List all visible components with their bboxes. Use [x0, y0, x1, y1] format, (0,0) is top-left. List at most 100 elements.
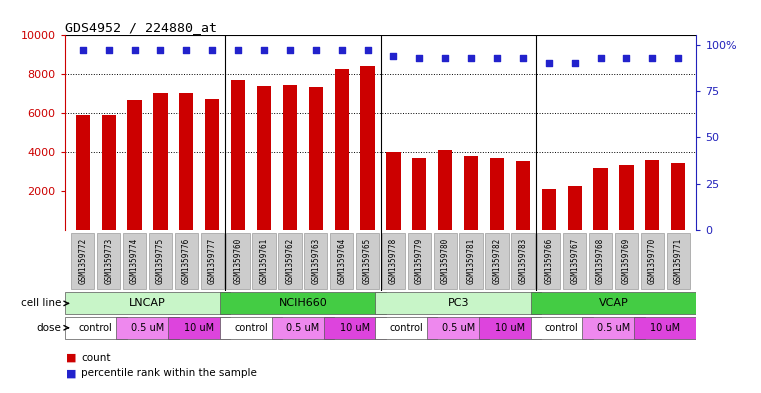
- Bar: [619, 165, 634, 230]
- FancyBboxPatch shape: [220, 317, 282, 339]
- FancyBboxPatch shape: [634, 317, 696, 339]
- FancyBboxPatch shape: [175, 233, 198, 289]
- Text: GSM1359769: GSM1359769: [622, 238, 631, 284]
- Bar: [335, 68, 349, 230]
- FancyBboxPatch shape: [486, 233, 508, 289]
- FancyBboxPatch shape: [530, 292, 696, 314]
- Text: GSM1359768: GSM1359768: [596, 238, 605, 284]
- Bar: [645, 160, 660, 230]
- Text: 0.5 uM: 0.5 uM: [286, 323, 320, 333]
- Text: VCAP: VCAP: [599, 298, 629, 309]
- FancyBboxPatch shape: [323, 317, 386, 339]
- Point: [517, 55, 529, 61]
- Text: GSM1359764: GSM1359764: [337, 238, 346, 284]
- Bar: [361, 66, 374, 230]
- Point: [129, 47, 141, 53]
- Text: GSM1359780: GSM1359780: [441, 238, 450, 284]
- FancyBboxPatch shape: [511, 233, 534, 289]
- Bar: [283, 85, 297, 230]
- Text: NCIH660: NCIH660: [279, 298, 327, 309]
- FancyBboxPatch shape: [330, 233, 353, 289]
- Text: 10 uM: 10 uM: [184, 323, 215, 333]
- FancyBboxPatch shape: [382, 233, 405, 289]
- Text: GSM1359775: GSM1359775: [156, 238, 165, 284]
- Text: 10 uM: 10 uM: [650, 323, 680, 333]
- FancyBboxPatch shape: [279, 233, 301, 289]
- FancyBboxPatch shape: [253, 233, 275, 289]
- Bar: [671, 163, 686, 230]
- Text: GSM1359770: GSM1359770: [648, 238, 657, 284]
- Point: [568, 60, 581, 66]
- FancyBboxPatch shape: [582, 317, 645, 339]
- Bar: [464, 156, 478, 230]
- Point: [310, 47, 322, 53]
- Point: [672, 55, 684, 61]
- Point: [646, 55, 658, 61]
- Text: GSM1359782: GSM1359782: [492, 238, 501, 284]
- Text: ■: ■: [66, 353, 77, 363]
- Text: dose: dose: [36, 323, 61, 333]
- Point: [103, 47, 115, 53]
- Text: 10 uM: 10 uM: [339, 323, 370, 333]
- Point: [154, 47, 167, 53]
- FancyBboxPatch shape: [97, 233, 120, 289]
- Text: GSM1359772: GSM1359772: [78, 238, 88, 284]
- Text: LNCAP: LNCAP: [129, 298, 166, 309]
- Text: cell line: cell line: [21, 298, 61, 309]
- FancyBboxPatch shape: [220, 292, 386, 314]
- Point: [543, 60, 555, 66]
- Text: GSM1359773: GSM1359773: [104, 238, 113, 284]
- Text: GSM1359781: GSM1359781: [466, 238, 476, 284]
- FancyBboxPatch shape: [479, 317, 541, 339]
- Text: PC3: PC3: [447, 298, 469, 309]
- Text: control: control: [234, 323, 268, 333]
- Point: [180, 47, 193, 53]
- Point: [258, 47, 270, 53]
- FancyBboxPatch shape: [72, 233, 94, 289]
- FancyBboxPatch shape: [65, 317, 127, 339]
- Text: GSM1359765: GSM1359765: [363, 238, 372, 284]
- FancyBboxPatch shape: [168, 317, 231, 339]
- FancyBboxPatch shape: [530, 317, 593, 339]
- Text: GSM1359771: GSM1359771: [673, 238, 683, 284]
- FancyBboxPatch shape: [65, 292, 231, 314]
- Point: [232, 47, 244, 53]
- Point: [491, 55, 503, 61]
- FancyBboxPatch shape: [149, 233, 172, 289]
- FancyBboxPatch shape: [615, 233, 638, 289]
- Point: [620, 55, 632, 61]
- Point: [413, 55, 425, 61]
- Bar: [594, 168, 607, 230]
- Point: [284, 47, 296, 53]
- Text: GDS4952 / 224880_at: GDS4952 / 224880_at: [65, 21, 217, 34]
- FancyBboxPatch shape: [356, 233, 379, 289]
- Text: GSM1359783: GSM1359783: [518, 238, 527, 284]
- Point: [594, 55, 607, 61]
- Bar: [438, 151, 452, 230]
- Point: [361, 47, 374, 53]
- Bar: [75, 115, 90, 230]
- Text: GSM1359766: GSM1359766: [544, 238, 553, 284]
- Bar: [257, 86, 271, 230]
- FancyBboxPatch shape: [116, 317, 179, 339]
- FancyBboxPatch shape: [427, 317, 489, 339]
- FancyBboxPatch shape: [375, 317, 438, 339]
- Bar: [309, 87, 323, 230]
- Bar: [154, 93, 167, 230]
- Text: 0.5 uM: 0.5 uM: [441, 323, 475, 333]
- Text: control: control: [79, 323, 113, 333]
- Text: 0.5 uM: 0.5 uM: [597, 323, 630, 333]
- FancyBboxPatch shape: [563, 233, 586, 289]
- Bar: [180, 93, 193, 230]
- Bar: [490, 158, 504, 230]
- FancyBboxPatch shape: [537, 233, 560, 289]
- Bar: [516, 161, 530, 230]
- Text: ■: ■: [66, 368, 77, 378]
- Bar: [568, 186, 581, 230]
- Text: percentile rank within the sample: percentile rank within the sample: [81, 368, 257, 378]
- Bar: [127, 100, 142, 230]
- FancyBboxPatch shape: [272, 317, 334, 339]
- Text: GSM1359776: GSM1359776: [182, 238, 191, 284]
- Text: GSM1359777: GSM1359777: [208, 238, 217, 284]
- Text: count: count: [81, 353, 111, 363]
